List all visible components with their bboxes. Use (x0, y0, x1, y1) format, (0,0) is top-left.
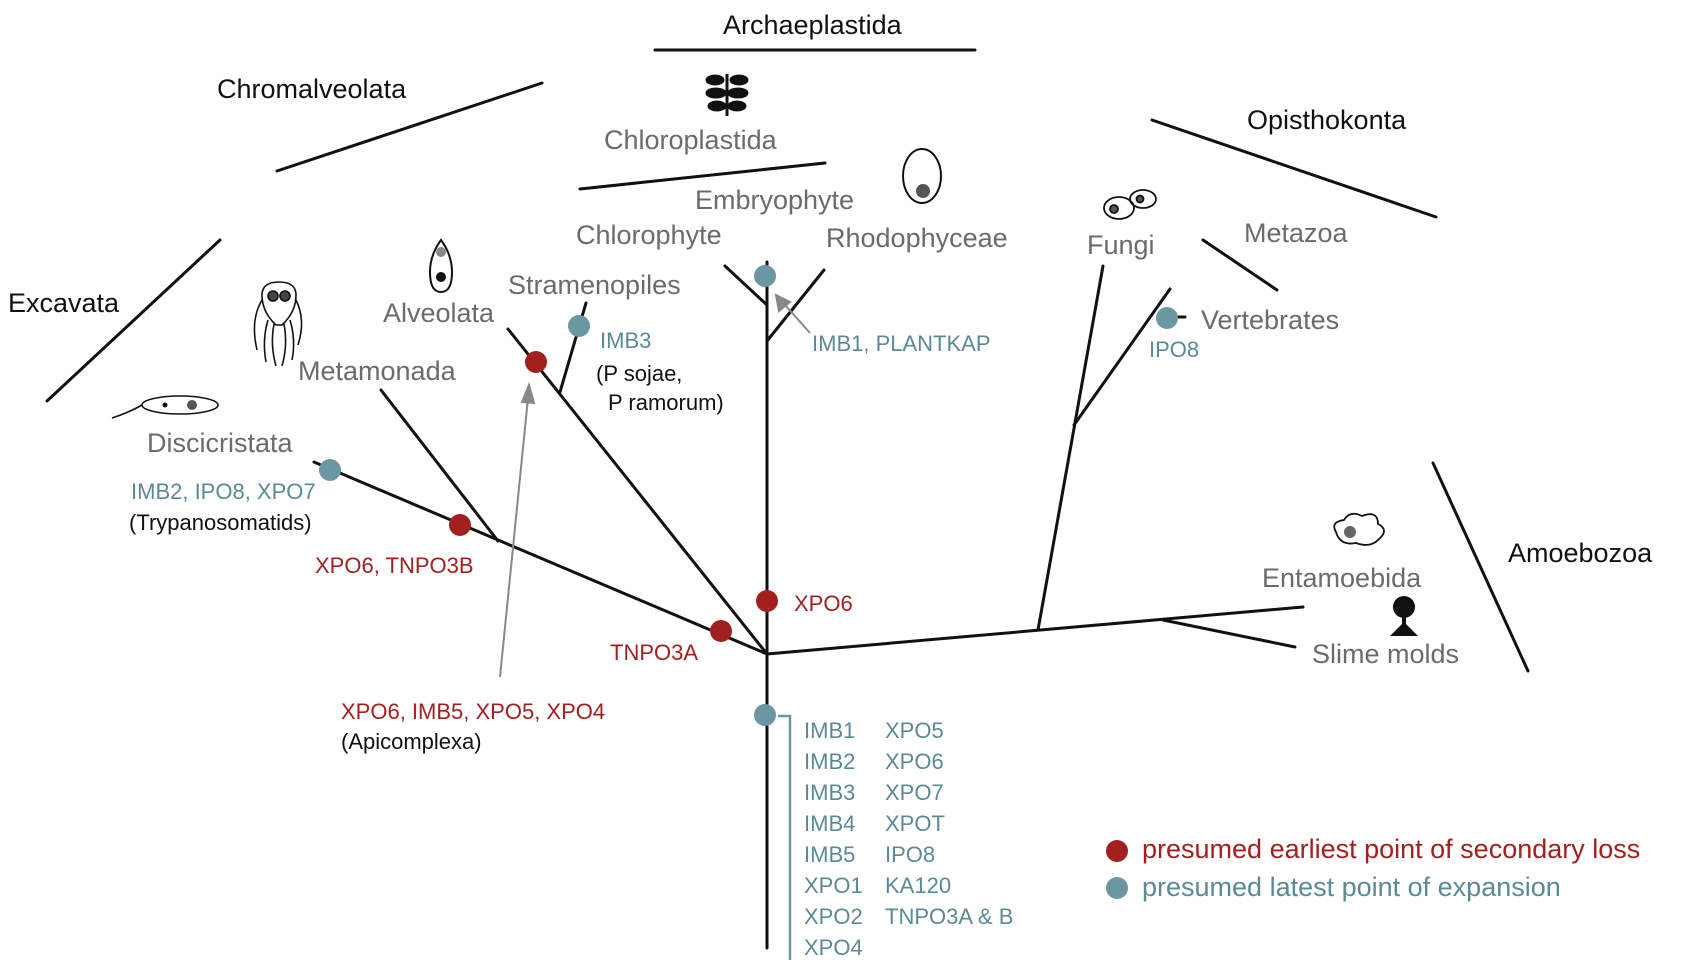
ancestral-gene: XPOT (885, 811, 945, 836)
metazoa-branch (1072, 287, 1172, 427)
ancestral-gene: XPO5 (885, 718, 944, 743)
event-vertebrate-genes: IPO8 (1149, 337, 1200, 362)
supergroup-chromalveolata: Chromalveolata (217, 74, 407, 104)
ancestral-gene: KA120 (885, 873, 952, 898)
event-stramenopile-genes: IMB3 (600, 328, 652, 353)
chromalveolata-branch (506, 327, 769, 656)
expansion-dot-trunk (754, 704, 776, 726)
discicristate-flagellate-icon (111, 395, 219, 419)
metazoa-bar (1201, 238, 1279, 292)
expansion-dot-trypanosomatids (319, 459, 341, 481)
plantkap-arrow (784, 304, 811, 334)
rhodophyceae-branch (765, 268, 826, 343)
loss-dot-stem (710, 620, 732, 642)
clade-metazoa: Metazoa (1244, 218, 1348, 248)
event-apicomplexa-label: (Apicomplexa) (341, 729, 482, 754)
ancestral-gene: IMB2 (804, 749, 856, 774)
alveolate-cell-icon (428, 238, 454, 294)
ancestral-gene: TNPO3A & B (885, 904, 1014, 929)
metamonada-branch (379, 388, 500, 543)
event-embryophyte-loss: XPO6 (794, 591, 853, 616)
ancestral-bracket (778, 714, 792, 960)
loss-dot-embryophyte (756, 590, 778, 612)
legend-expansion-dot (1106, 877, 1128, 899)
legend-expansion-label: presumed latest point of expansion (1142, 872, 1561, 902)
event-apicomplexa-loss: XPO6, IMB5, XPO5, XPO4 (341, 699, 606, 724)
ancestral-set-column-1: IMB1 IMB2 IMB3 IMB4 IMB5 XPO1 XPO2 XPO4 (804, 719, 863, 967)
ancestral-gene: XPO6 (885, 749, 944, 774)
apicomplexa-arrow (499, 397, 529, 678)
unikont-branch (765, 605, 1305, 656)
ancestral-gene: XPO7 (885, 780, 944, 805)
amoeba-icon (1333, 512, 1385, 546)
slime-mold-branch (1161, 618, 1297, 649)
ancestral-gene: XPO2 (804, 904, 863, 929)
ancestral-gene: IMB1 (804, 718, 856, 743)
supergroup-archaeplastida: Archaeplastida (723, 10, 902, 40)
ancestral-gene: IPO8 (885, 842, 936, 867)
ancestral-gene: XPO4 (804, 935, 863, 960)
legend-loss-dot (1106, 840, 1128, 862)
event-stramenopile-species-2: P ramorum) (608, 390, 724, 415)
plant-icon (705, 74, 749, 116)
clade-chloroplastida: Chloroplastida (604, 125, 777, 155)
supergroup-excavata: Excavata (8, 288, 120, 318)
chloroplastida-bar (578, 161, 827, 191)
opisthokonta-bar (1150, 118, 1438, 219)
expansion-dot-vertebrates (1156, 307, 1178, 329)
expansion-dot-embryophyte (754, 265, 776, 287)
legend-loss-label: presumed earliest point of secondary los… (1142, 834, 1641, 864)
event-metamonada-loss: XPO6, TNPO3B (315, 553, 474, 578)
clade-metamonada: Metamonada (298, 356, 456, 386)
ancestral-gene: IMB5 (804, 842, 856, 867)
event-trypanosomatid-genes: IMB2, IPO8, XPO7 (131, 479, 316, 504)
embryophyte-branch (723, 264, 769, 307)
ancestral-set-column-2: XPO5 XPO6 XPO7 XPOT IPO8 KA120 TNPO3A & … (885, 719, 1013, 936)
clade-slime-molds: Slime molds (1312, 639, 1460, 669)
ancestral-gene: IMB3 (804, 780, 856, 805)
metamonad-flagellate-icon (253, 281, 303, 367)
chromalveolata-bar (275, 81, 544, 173)
clade-embryophyte: Embryophyte (695, 185, 855, 215)
supergroup-opisthokonta: Opisthokonta (1247, 105, 1407, 135)
clade-alveolata: Alveolata (383, 298, 495, 328)
plantkap-arrowhead (774, 293, 792, 313)
amoebozoa-bar (1431, 461, 1530, 673)
excavata-branch (312, 460, 769, 656)
clade-rhodophyceae: Rhodophyceae (826, 223, 1008, 253)
ancestral-gene: XPO1 (804, 873, 863, 898)
supergroup-amoebozoa: Amoebozoa (1508, 538, 1653, 568)
clade-discicristata: Discicristata (147, 428, 293, 458)
opisthokonta-branch (1036, 264, 1105, 632)
red-alga-cell-icon (902, 148, 942, 204)
clade-fungi: Fungi (1087, 230, 1155, 260)
event-stem-loss: TNPO3A (610, 640, 699, 665)
clade-entamoebida: Entamoebida (1262, 563, 1422, 593)
event-plant-genes: IMB1, PLANTKAP (812, 331, 991, 356)
event-stramenopile-species-1: (P sojae, (596, 361, 683, 386)
slime-mold-fruiting-body-icon (1390, 596, 1418, 636)
clade-chlorophyte: Chlorophyte (576, 220, 722, 250)
event-trypanosomatid-label: (Trypanosomatids) (129, 510, 312, 535)
ancestral-gene: IMB4 (804, 811, 856, 836)
loss-dot-apicomplexa (525, 351, 547, 373)
yeast-cells-icon (1103, 189, 1157, 220)
clade-stramenopiles: Stramenopiles (508, 270, 681, 300)
excavata-bar (45, 238, 222, 403)
clade-vertebrates: Vertebrates (1201, 305, 1340, 335)
expansion-dot-stramenopiles (568, 315, 590, 337)
apicomplexa-arrowhead (520, 381, 536, 405)
loss-dot-metamonada (449, 514, 471, 536)
